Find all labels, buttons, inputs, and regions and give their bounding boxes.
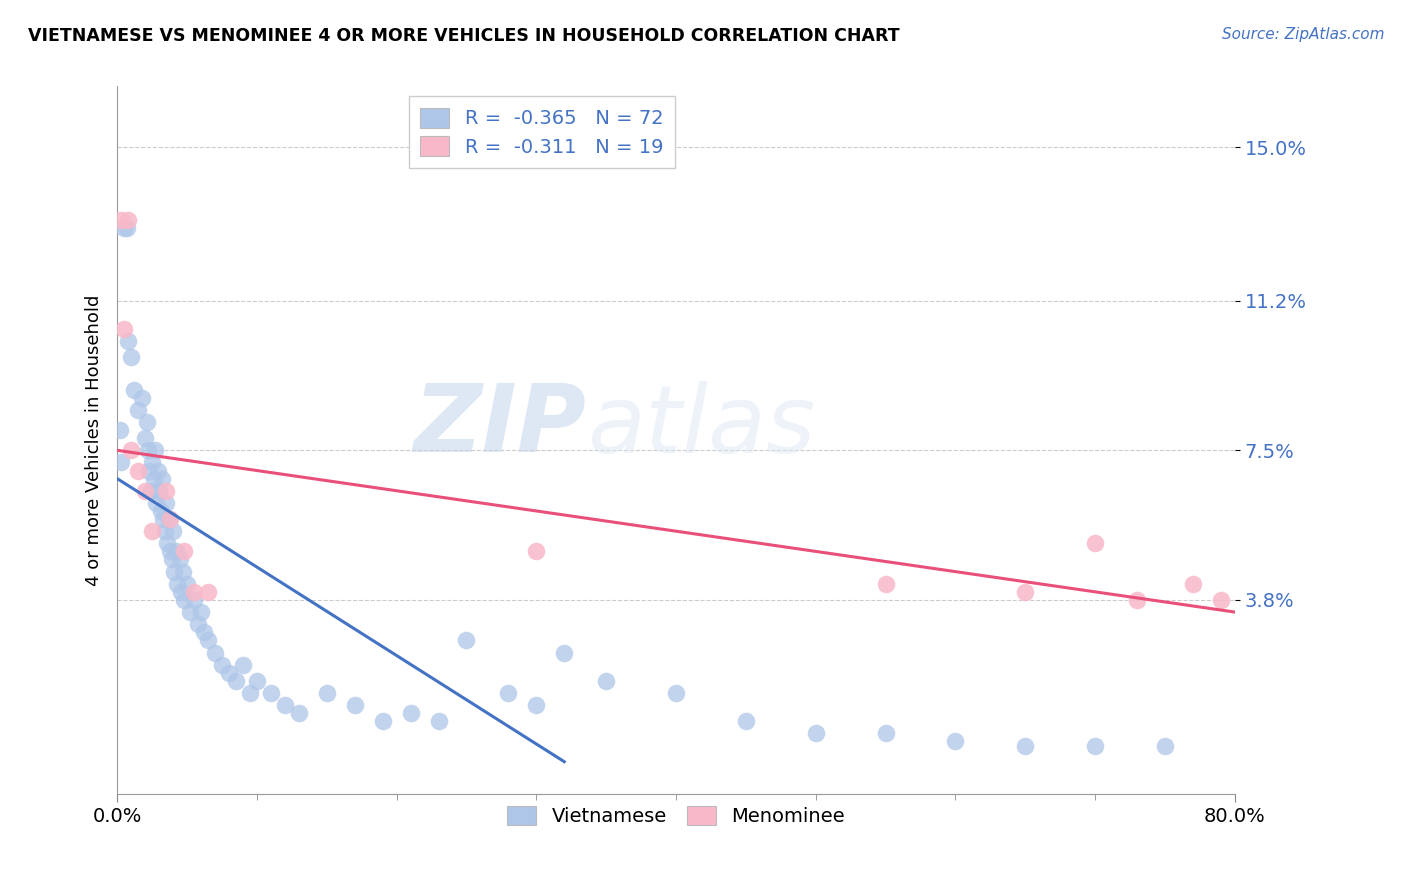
- Point: [139, 483, 162, 498]
- Point: [176, 576, 198, 591]
- Point: [190, 605, 212, 619]
- Point: [804, 726, 827, 740]
- Point: [1154, 739, 1177, 753]
- Point: [165, 544, 187, 558]
- Point: [498, 686, 520, 700]
- Point: [274, 698, 297, 712]
- Point: [117, 212, 139, 227]
- Point: [211, 657, 233, 672]
- Point: [120, 351, 142, 365]
- Point: [183, 585, 205, 599]
- Point: [945, 734, 967, 748]
- Point: [110, 455, 132, 469]
- Point: [120, 443, 142, 458]
- Point: [155, 496, 177, 510]
- Point: [145, 496, 167, 510]
- Point: [1014, 739, 1036, 753]
- Point: [127, 402, 149, 417]
- Point: [1084, 536, 1107, 550]
- Point: [134, 483, 156, 498]
- Text: atlas: atlas: [586, 381, 815, 472]
- Point: [371, 714, 394, 729]
- Point: [134, 431, 156, 445]
- Point: [1182, 576, 1205, 591]
- Point: [173, 593, 195, 607]
- Point: [143, 443, 166, 458]
- Point: [197, 585, 219, 599]
- Point: [427, 714, 450, 729]
- Text: ZIP: ZIP: [413, 380, 586, 472]
- Point: [141, 455, 163, 469]
- Point: [146, 464, 169, 478]
- Point: [152, 512, 174, 526]
- Point: [150, 472, 173, 486]
- Point: [153, 524, 176, 539]
- Point: [1126, 593, 1149, 607]
- Y-axis label: 4 or more Vehicles in Household: 4 or more Vehicles in Household: [86, 294, 103, 586]
- Point: [112, 220, 135, 235]
- Point: [159, 544, 181, 558]
- Point: [160, 552, 183, 566]
- Point: [110, 212, 132, 227]
- Text: VIETNAMESE VS MENOMINEE 4 OR MORE VEHICLES IN HOUSEHOLD CORRELATION CHART: VIETNAMESE VS MENOMINEE 4 OR MORE VEHICL…: [28, 27, 900, 45]
- Point: [155, 483, 177, 498]
- Point: [399, 706, 422, 721]
- Point: [141, 524, 163, 539]
- Point: [197, 633, 219, 648]
- Point: [315, 686, 337, 700]
- Point: [260, 686, 283, 700]
- Point: [524, 698, 547, 712]
- Point: [173, 544, 195, 558]
- Point: [127, 464, 149, 478]
- Point: [246, 673, 269, 688]
- Point: [112, 322, 135, 336]
- Point: [665, 686, 688, 700]
- Point: [170, 585, 193, 599]
- Point: [183, 593, 205, 607]
- Point: [131, 391, 153, 405]
- Point: [156, 536, 179, 550]
- Point: [179, 605, 201, 619]
- Point: [288, 706, 311, 721]
- Point: [875, 726, 897, 740]
- Point: [117, 334, 139, 348]
- Point: [239, 686, 262, 700]
- Point: [553, 646, 575, 660]
- Point: [159, 512, 181, 526]
- Point: [172, 565, 194, 579]
- Point: [1209, 593, 1232, 607]
- Point: [595, 673, 617, 688]
- Point: [187, 617, 209, 632]
- Text: Source: ZipAtlas.com: Source: ZipAtlas.com: [1222, 27, 1385, 42]
- Point: [735, 714, 758, 729]
- Point: [204, 646, 226, 660]
- Point: [163, 565, 186, 579]
- Point: [169, 552, 191, 566]
- Point: [162, 524, 184, 539]
- Point: [456, 633, 478, 648]
- Point: [108, 423, 131, 437]
- Point: [225, 673, 247, 688]
- Point: [343, 698, 366, 712]
- Point: [1084, 739, 1107, 753]
- Point: [1014, 585, 1036, 599]
- Point: [218, 665, 240, 680]
- Point: [136, 443, 159, 458]
- Point: [875, 576, 897, 591]
- Point: [148, 483, 170, 498]
- Point: [122, 383, 145, 397]
- Point: [157, 512, 180, 526]
- Point: [193, 625, 215, 640]
- Point: [138, 464, 160, 478]
- Point: [142, 472, 165, 486]
- Point: [232, 657, 254, 672]
- Point: [524, 544, 547, 558]
- Legend: Vietnamese, Menominee: Vietnamese, Menominee: [499, 797, 852, 834]
- Point: [166, 576, 188, 591]
- Point: [149, 504, 172, 518]
- Point: [135, 415, 157, 429]
- Point: [115, 220, 138, 235]
